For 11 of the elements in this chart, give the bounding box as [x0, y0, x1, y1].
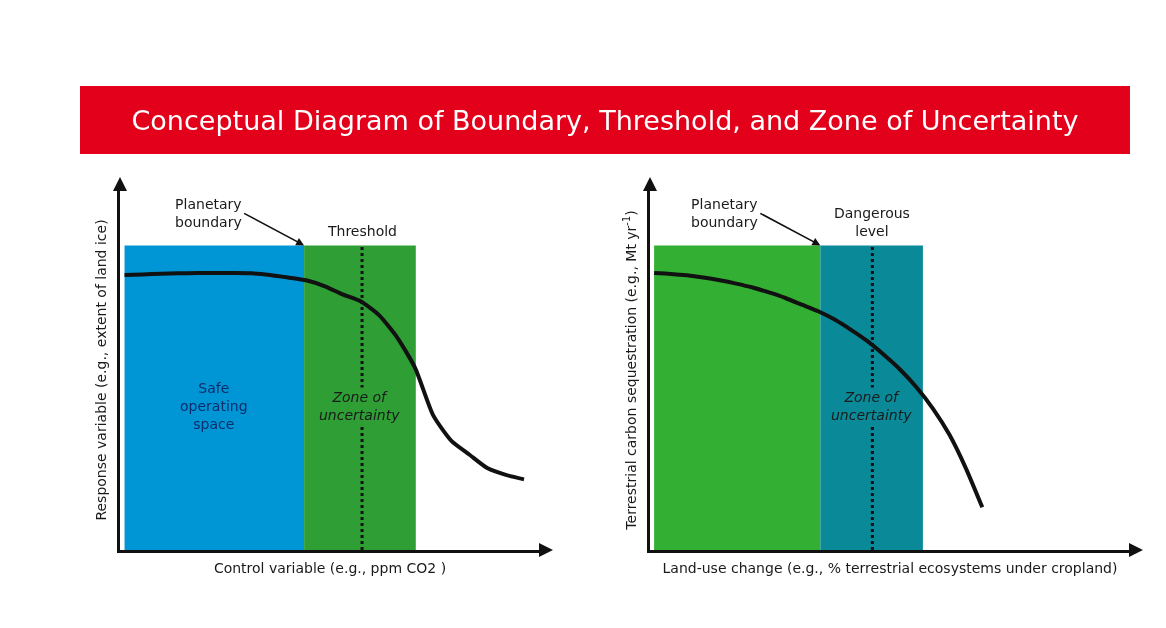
annotation: Zone of uncertainty	[831, 389, 913, 424]
text: Conceptual Diagram of Boundary, Threshold, and Zone of Uncertainty	[80, 86, 1130, 154]
text: Threshold	[327, 223, 397, 239]
annotation: Safe operating space	[180, 380, 248, 433]
y-axis-title: Response variable (e.g., extent of land ice)	[92, 219, 109, 521]
text: Planetary boundary	[175, 196, 242, 231]
x-axis-title: Land-use change (e.g., % terrestrial ecosystems under cropland)	[662, 560, 1118, 577]
annotation: Zone of uncertainty	[319, 389, 401, 424]
x-axis-title: Control variable (e.g., ppm CO2 )	[213, 560, 447, 577]
text: Planetary boundary	[691, 196, 758, 231]
text: Dangerous level	[834, 205, 910, 240]
